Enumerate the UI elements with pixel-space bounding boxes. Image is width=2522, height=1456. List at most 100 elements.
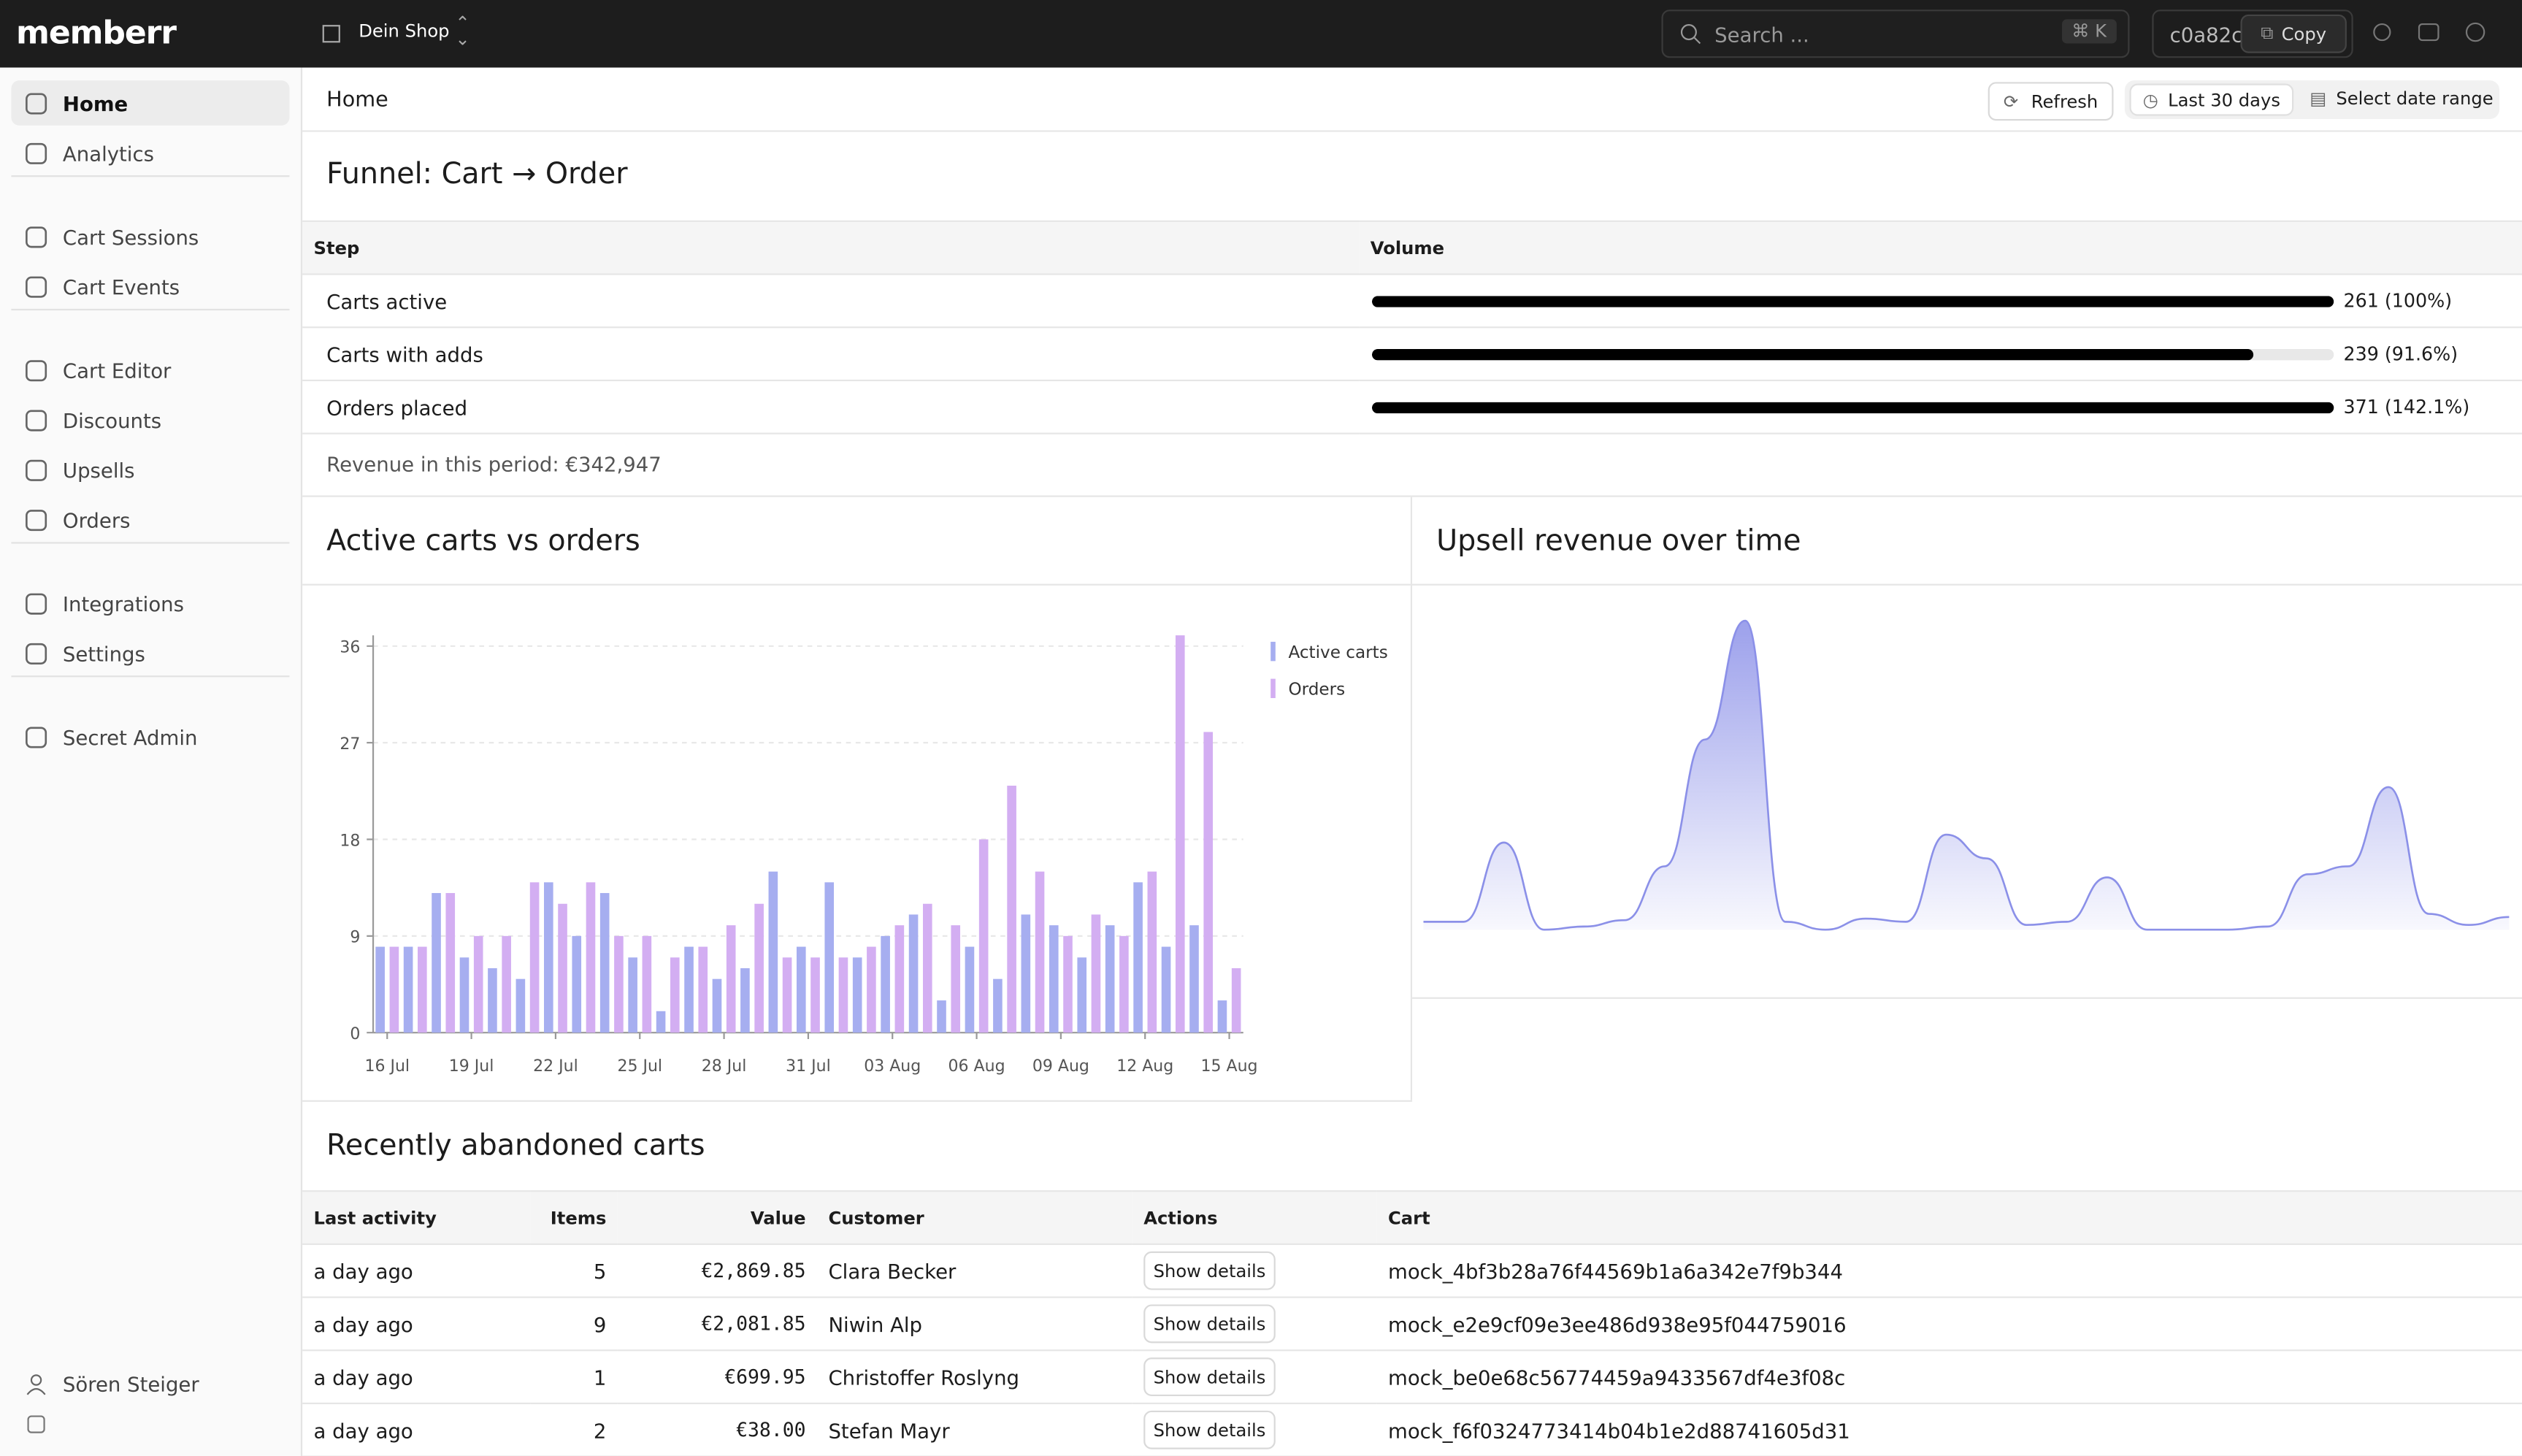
nav-separator [11, 308, 290, 311]
sidebar-toggle[interactable] [27, 1415, 46, 1434]
shop-switcher[interactable]: Dein Shop [359, 20, 450, 42]
carts-table: Last activity Items Value Customer Actions Ca… [302, 1190, 2522, 1456]
bar [881, 935, 890, 1033]
nav-icon [26, 359, 47, 381]
details-button[interactable]: Show details [1143, 1251, 1276, 1290]
last-activity: a day ago [302, 1403, 531, 1456]
bar [642, 935, 652, 1033]
bar [978, 839, 989, 1033]
nav-label: Cart Sessions [62, 224, 199, 249]
items: 1 [530, 1350, 618, 1405]
search-box[interactable]: Search ... ⌘ K [1661, 9, 2130, 58]
nav-label: Secret Admin [62, 724, 198, 749]
volume-cell: 371 (142.1%) [1371, 396, 2511, 418]
nav-item[interactable]: Integrations [11, 581, 289, 626]
bar [1147, 871, 1157, 1033]
nav-item[interactable]: Upsells [11, 447, 289, 492]
step: Carts with adds [302, 327, 1360, 382]
settings-icon[interactable] [2373, 23, 2391, 42]
bar-track [1371, 348, 2334, 360]
icon-shape [26, 508, 47, 531]
nav-item[interactable]: Secret Admin [11, 714, 289, 759]
icon-shape [26, 92, 47, 114]
bar [488, 968, 497, 1033]
search-placeholder: Search ... [1714, 22, 1809, 47]
legend-swatch [1270, 678, 1276, 699]
nav-item[interactable]: Discounts [11, 397, 289, 442]
copy-button[interactable]: ⧉ Copy [2240, 14, 2347, 53]
nav-icon [26, 226, 47, 248]
cart-id: mock_be0e68c56774459a9433567df4e3f08c [1376, 1350, 2522, 1405]
bar [740, 968, 750, 1033]
funnel-bar [1371, 348, 2253, 360]
inbox-icon[interactable] [2418, 23, 2439, 42]
nav-icon [26, 275, 47, 297]
last-activity: a day ago [302, 1297, 531, 1352]
icon-shape [26, 275, 47, 297]
refresh-button[interactable]: ⟳ Refresh [1988, 82, 2114, 121]
icon-shape [26, 359, 47, 381]
page-title: Home [326, 88, 388, 113]
chart-title: Active carts vs orders [326, 524, 640, 559]
bar [782, 957, 792, 1033]
bar [375, 946, 385, 1033]
bar [1231, 968, 1241, 1033]
bar [951, 925, 961, 1033]
actions: Show details [1132, 1244, 1377, 1298]
nav-icon [26, 508, 47, 531]
value: €2,869.85 [617, 1244, 818, 1298]
id-box: c0a82c ⧉ Copy [2152, 9, 2353, 58]
bar [1077, 957, 1087, 1033]
divider [1410, 497, 1413, 1100]
y-tick-label: 36 [340, 639, 360, 657]
nav-label: Cart Events [62, 274, 180, 299]
logo[interactable]: memberr [16, 12, 177, 52]
y-tick-label: 27 [340, 735, 360, 754]
bar [768, 871, 778, 1033]
area-chart [1423, 619, 2510, 931]
bar [599, 893, 610, 1033]
items: 2 [530, 1403, 618, 1456]
nav-item[interactable]: Settings [11, 630, 289, 675]
bar [965, 946, 975, 1033]
column-header: Volume [1359, 220, 2522, 275]
nav-label: Orders [62, 507, 131, 532]
last-30-days[interactable]: ◷ Last 30 days [2129, 83, 2294, 116]
bar [937, 1000, 946, 1033]
nav-item[interactable]: Orders [11, 497, 289, 543]
details-button[interactable]: Show details [1143, 1410, 1276, 1449]
bar [403, 946, 413, 1033]
select-label: Select date range [2336, 88, 2494, 110]
volume-cell: 261 (100%) [1371, 290, 2511, 312]
nav-separator [11, 675, 290, 678]
help-icon[interactable] [2465, 22, 2485, 42]
user[interactable]: Sören Steiger [11, 1361, 289, 1406]
column-header: Value [617, 1190, 818, 1245]
nav-item[interactable]: Analytics [11, 130, 289, 175]
step: Orders placed [302, 380, 1360, 434]
details-button[interactable]: Show details [1143, 1357, 1276, 1397]
nav-item[interactable]: Cart Sessions [11, 214, 289, 259]
nav-label: Discounts [62, 407, 162, 432]
x-tick-label: 25 Jul [617, 1057, 662, 1076]
details-button[interactable]: Show details [1143, 1304, 1276, 1344]
bar [628, 957, 637, 1033]
bar [922, 903, 932, 1033]
nav-item[interactable]: Home [11, 80, 290, 126]
bar [1161, 946, 1171, 1033]
nav-item[interactable]: Cart Editor [11, 348, 289, 393]
actions: Show details [1132, 1350, 1377, 1405]
icon-shape [26, 726, 47, 748]
bar-track [1371, 295, 2334, 307]
column-header: Last activity [302, 1190, 531, 1245]
bar [993, 978, 1003, 1033]
nav-item[interactable]: Cart Events [11, 264, 289, 309]
funnel-table: Step Volume Carts active 261 (100%) Carts … [302, 220, 2522, 434]
bar [502, 935, 511, 1033]
column-header: Step [302, 220, 1360, 275]
copy-label: Copy [2281, 23, 2327, 45]
select-range[interactable]: ▤ Select date range [2310, 88, 2494, 110]
top-bar: memberr Dein Shop ⌃ ⌄ Search ... ⌘ K c0a8… [0, 0, 2522, 68]
bar [1203, 732, 1214, 1033]
